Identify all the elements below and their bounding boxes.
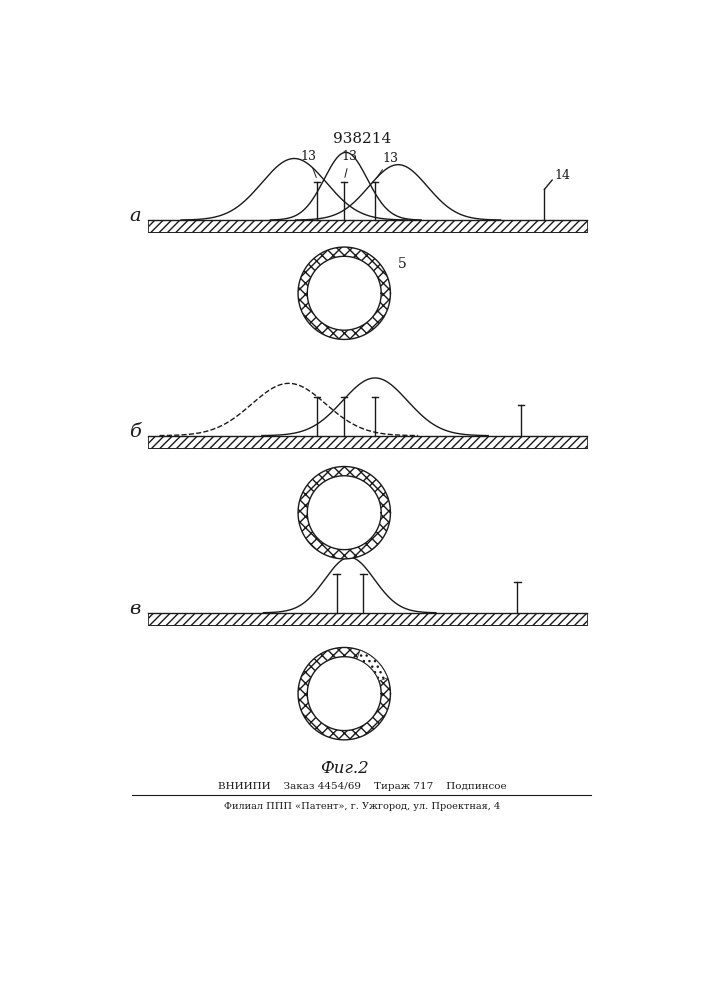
Text: 5: 5 <box>398 257 407 271</box>
Bar <box>148 436 587 448</box>
Text: а: а <box>129 207 141 225</box>
Text: б: б <box>129 423 141 441</box>
Circle shape <box>308 256 381 330</box>
Text: 938214: 938214 <box>333 132 391 146</box>
Circle shape <box>308 476 381 550</box>
Text: 13: 13 <box>342 150 358 177</box>
Circle shape <box>308 657 381 731</box>
Wedge shape <box>357 650 387 681</box>
Text: ВНИИПИ    Заказ 4454/69    Тираж 717    Подпинсое: ВНИИПИ Заказ 4454/69 Тираж 717 Подпинсое <box>218 782 506 791</box>
Polygon shape <box>298 247 390 339</box>
Text: 13: 13 <box>377 152 399 178</box>
Polygon shape <box>298 647 390 740</box>
Bar <box>148 613 587 625</box>
Text: 14: 14 <box>554 169 571 182</box>
Polygon shape <box>298 467 390 559</box>
Text: 13: 13 <box>300 150 316 177</box>
Bar <box>148 220 587 232</box>
Text: в: в <box>129 600 141 618</box>
Text: Фиг.2: Фиг.2 <box>320 760 368 777</box>
Text: Филиал ППП «Патент», г. Ужгород, ул. Проектная, 4: Филиал ППП «Патент», г. Ужгород, ул. Про… <box>224 802 500 811</box>
